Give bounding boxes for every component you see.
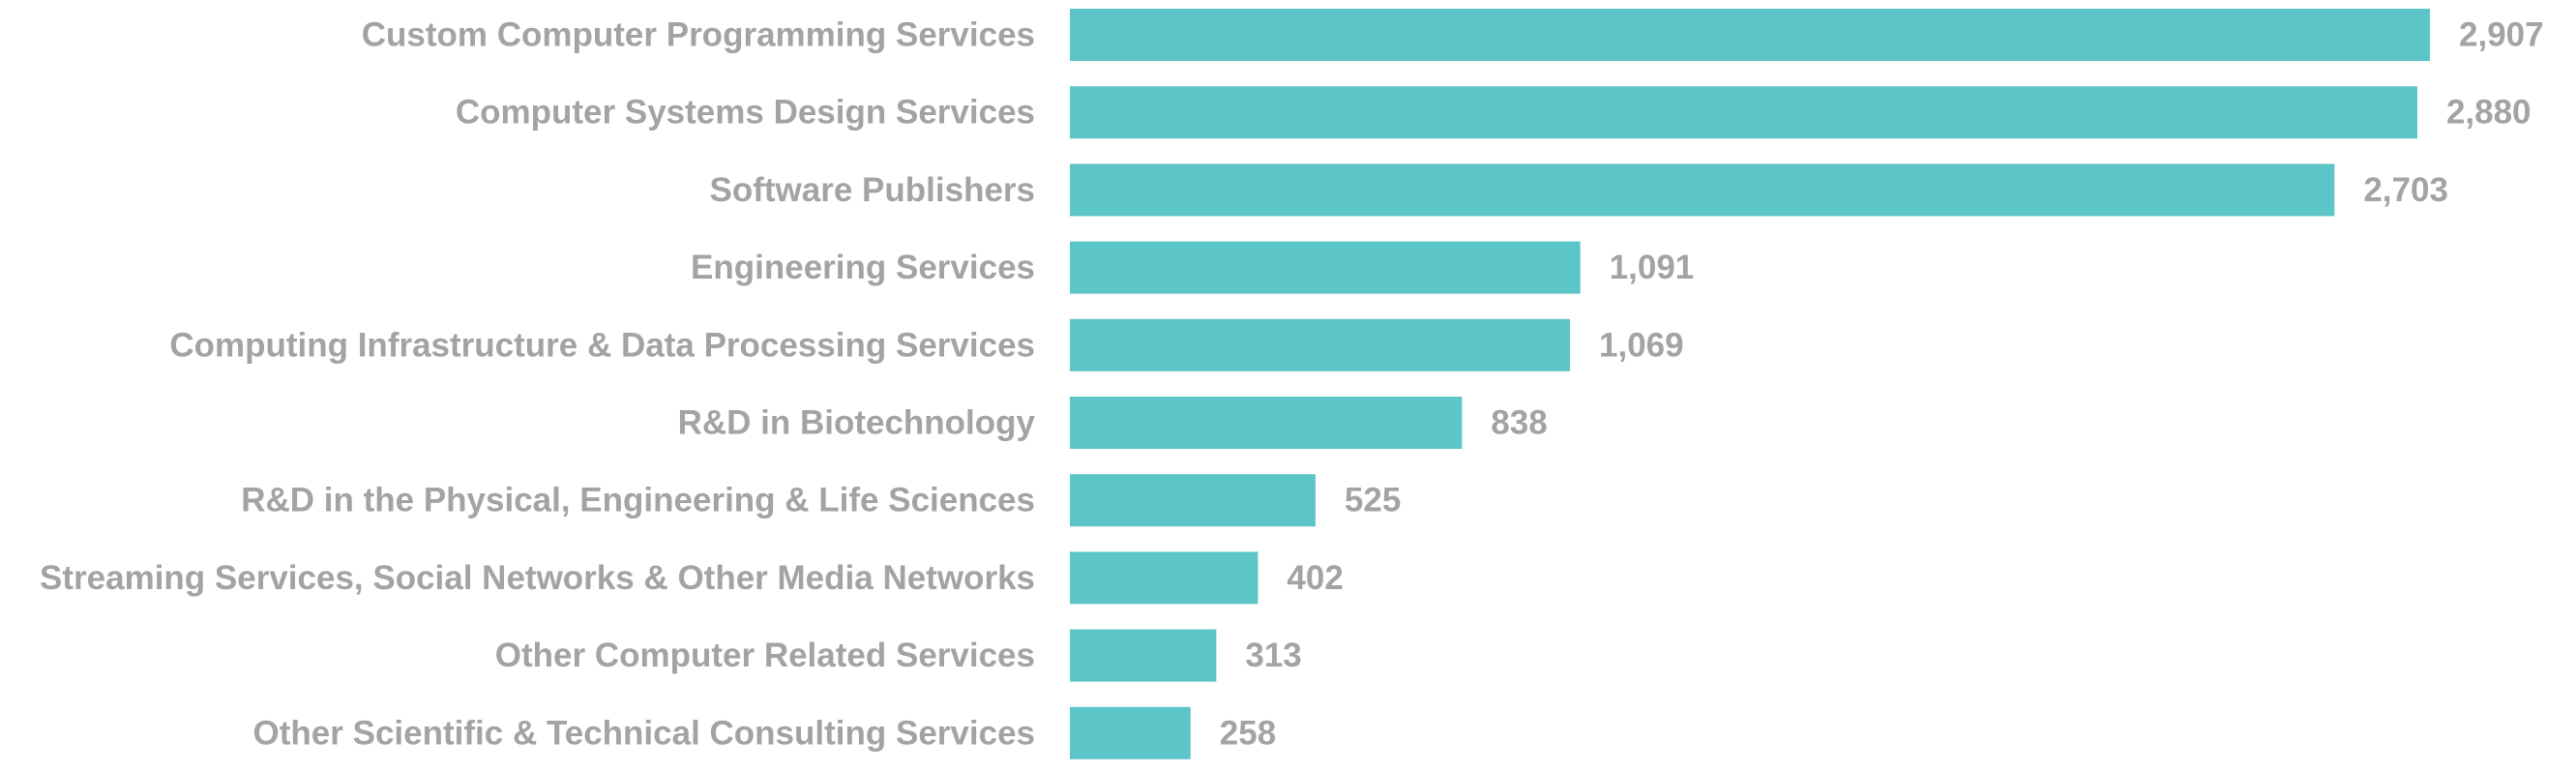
category-label-computing-infrastructure-and-data-processing-services: Computing Infrastructure & Data Processi… bbox=[169, 326, 1035, 364]
value-label-engineering-services: 1,091 bbox=[1610, 249, 1695, 286]
value-label-custom-computer-programming-services: 2,907 bbox=[2459, 16, 2544, 54]
value-labels: 2,907 2,880 2,703 1,091 1,069 838 525 402 313 258 bbox=[1220, 16, 2544, 753]
bar-engineering-services bbox=[1070, 241, 1581, 294]
category-label-software-publishers: Software Publishers bbox=[710, 171, 1035, 209]
value-label-randd-in-the-physical-engineering-and-life-sciences: 525 bbox=[1345, 482, 1401, 519]
bar-streaming-services-social-networks-and-other-media-networks bbox=[1070, 551, 1258, 605]
bar-custom-computer-programming-services bbox=[1070, 9, 2430, 61]
value-label-computer-systems-design-services: 2,880 bbox=[2446, 94, 2532, 132]
category-label-other-computer-related-services: Other Computer Related Services bbox=[495, 637, 1035, 674]
bar-other-computer-related-services bbox=[1070, 629, 1217, 682]
value-label-randd-in-biotechnology: 838 bbox=[1491, 404, 1547, 442]
category-label-randd-in-the-physical-engineering-and-life-sciences: R&D in the Physical, Engineering & Life … bbox=[241, 482, 1035, 519]
bar-other-scientific-and-technical-consulting-services bbox=[1070, 706, 1191, 759]
bar-software-publishers bbox=[1070, 163, 2335, 217]
category-labels: Custom Computer Programming Services Comp… bbox=[40, 16, 1036, 753]
category-label-computer-systems-design-services: Computer Systems Design Services bbox=[456, 94, 1035, 132]
value-label-streaming-services-social-networks-and-other-media-networks: 402 bbox=[1287, 559, 1343, 597]
bars bbox=[1070, 9, 2430, 759]
category-label-streaming-services-social-networks-and-other-media-networks: Streaming Services, Social Networks & Ot… bbox=[40, 559, 1035, 597]
category-label-engineering-services: Engineering Services bbox=[691, 249, 1035, 286]
value-label-computing-infrastructure-and-data-processing-services: 1,069 bbox=[1599, 326, 1684, 364]
value-label-other-computer-related-services: 313 bbox=[1245, 637, 1301, 674]
category-label-other-scientific-and-technical-consulting-services: Other Scientific & Technical Consulting … bbox=[253, 714, 1035, 752]
bar-computer-systems-design-services bbox=[1070, 86, 2417, 139]
value-label-software-publishers: 2,703 bbox=[2363, 171, 2448, 209]
value-label-other-scientific-and-technical-consulting-services: 258 bbox=[1220, 714, 1276, 752]
category-label-custom-computer-programming-services: Custom Computer Programming Services bbox=[362, 16, 1035, 54]
bar-computing-infrastructure-and-data-processing-services bbox=[1070, 318, 1571, 371]
bar-randd-in-biotechnology bbox=[1070, 397, 1463, 449]
category-label-randd-in-biotechnology: R&D in Biotechnology bbox=[678, 404, 1036, 442]
bar-randd-in-the-physical-engineering-and-life-sciences bbox=[1070, 474, 1316, 527]
